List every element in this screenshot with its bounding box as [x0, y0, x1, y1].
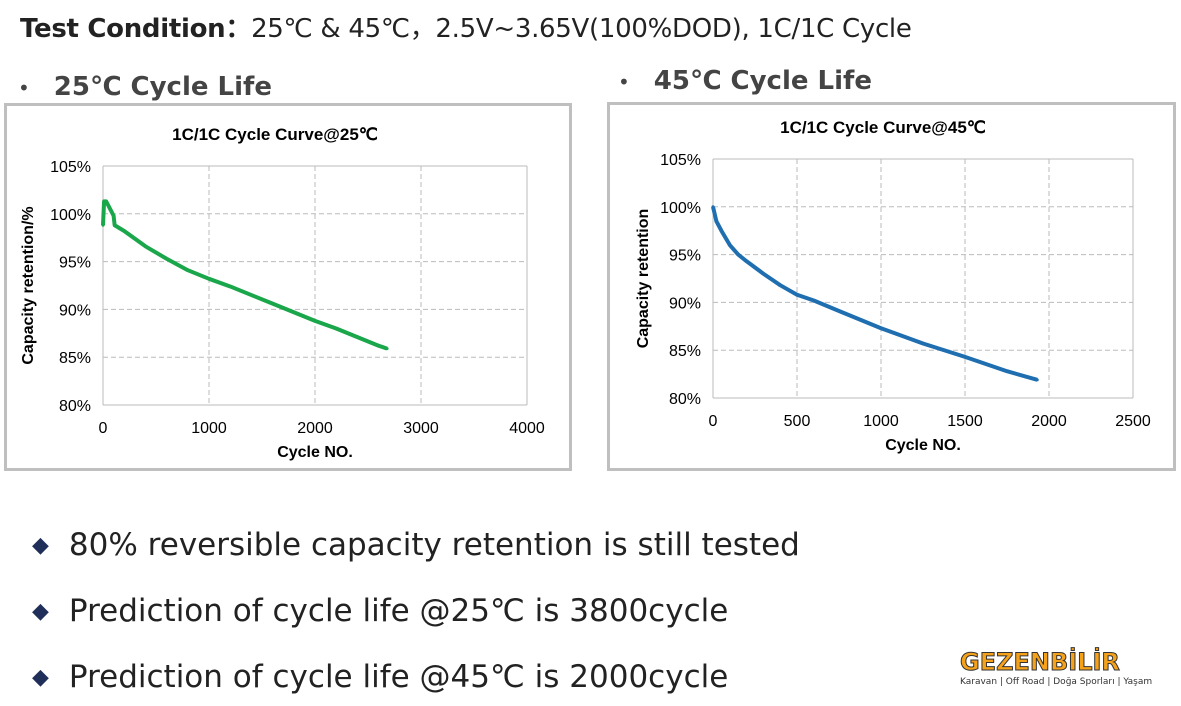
data-point — [102, 199, 106, 203]
bullet-item: ◆ Prediction of cycle life @45℃ is 2000cy… — [32, 659, 728, 695]
logo-name: GEZENBİLİR — [960, 648, 1121, 677]
data-point — [837, 309, 841, 313]
data-point — [377, 344, 381, 348]
bullet-icon: • — [618, 70, 630, 94]
test-condition-text: 25℃ & 45℃，2.5V~3.65V(100%DOD), 1C/1C Cyc… — [251, 14, 912, 44]
data-point — [104, 199, 108, 203]
data-point — [778, 283, 782, 287]
y-tick-label: 85% — [669, 343, 701, 360]
x-tick-label: 4000 — [509, 420, 545, 437]
y-tick-label: 105% — [660, 152, 701, 169]
diamond-icon: ◆ — [32, 665, 49, 690]
data-point — [711, 205, 715, 209]
x-tick-label: 2500 — [1115, 413, 1151, 430]
series-line — [711, 206, 1038, 382]
data-point — [719, 229, 723, 233]
data-point — [812, 298, 816, 302]
x-axis-label: Cycle NO. — [885, 437, 961, 454]
bullet-item: ◆ 80% reversible capacity retention is st… — [32, 527, 800, 563]
y-axis-label: Capacity retention — [635, 209, 652, 349]
data-point — [921, 342, 925, 346]
y-tick-label: 95% — [669, 248, 701, 265]
data-point — [249, 293, 253, 297]
data-point — [101, 223, 105, 227]
section-title: 25℃ Cycle Life — [53, 72, 272, 102]
data-point — [292, 310, 296, 314]
y-tick-label: 85% — [59, 350, 91, 367]
logo-tagline: Karavan | Off Road | Doğa Sporları | Yaş… — [960, 677, 1153, 687]
x-axis-label: Cycle NO. — [277, 444, 353, 461]
chart-title: 1C/1C Cycle Curve@25℃ — [172, 125, 378, 144]
x-tick-label: 1000 — [863, 413, 899, 430]
chart-25c: 1C/1C Cycle Curve@25℃ 80% 85% 90% 95% 100% 105… — [4, 103, 572, 471]
chart-45c: 1C/1C Cycle Curve@45℃ 80% 85% 90% 95% 100% 105… — [607, 102, 1176, 471]
y-tick-label: 100% — [50, 207, 91, 224]
data-point — [334, 327, 338, 331]
y-tick-label: 90% — [669, 295, 701, 312]
section-25c: • 25℃ Cycle Life — [18, 72, 272, 102]
test-condition: Test Condition：25℃ & 45℃，2.5V~3.65V(100%… — [20, 8, 912, 45]
x-tick-label: 2000 — [297, 420, 333, 437]
x-tick-label: 500 — [784, 413, 811, 430]
y-tick-label: 100% — [660, 200, 701, 217]
diamond-icon: ◆ — [32, 599, 49, 624]
data-point — [207, 277, 211, 281]
x-tick-label: 1000 — [191, 420, 227, 437]
y-tick-label: 95% — [59, 255, 91, 272]
data-point — [736, 253, 740, 257]
section-45c: • 45℃ Cycle Life — [618, 66, 872, 96]
x-tick-label: 2000 — [1031, 413, 1067, 430]
data-point — [122, 229, 126, 233]
data-point — [165, 257, 169, 261]
data-point — [879, 326, 883, 330]
bullet-text: 80% reversible capacity retention is sti… — [68, 527, 800, 563]
data-point — [761, 272, 765, 276]
series-line — [101, 199, 388, 351]
data-point — [745, 259, 749, 263]
y-axis-label: Capacity retention/% — [20, 206, 37, 364]
data-point — [1035, 378, 1039, 382]
data-point — [385, 347, 389, 351]
data-point — [1005, 369, 1009, 373]
section-title: 45℃ Cycle Life — [653, 66, 872, 96]
data-point — [355, 335, 359, 339]
bullet-item: ◆ Prediction of cycle life @25℃ is 3800cy… — [32, 593, 728, 629]
data-point — [728, 243, 732, 247]
data-point — [113, 223, 117, 227]
data-point — [186, 268, 190, 272]
bullet-icon: • — [18, 76, 30, 100]
data-point — [313, 319, 317, 323]
bullet-text: Prediction of cycle life @45℃ is 2000cyc… — [68, 659, 729, 695]
data-point — [143, 244, 147, 248]
x-tick-label: 1500 — [947, 413, 983, 430]
x-tick-label: 3000 — [403, 420, 439, 437]
data-point — [963, 355, 967, 359]
watermark-logo: GEZENBİLİR Karavan | Off Road | Doğa Spor… — [960, 648, 1153, 688]
y-tick-label: 80% — [59, 398, 91, 415]
x-tick-label: 0 — [709, 413, 718, 430]
chart-title: 1C/1C Cycle Curve@45℃ — [780, 118, 986, 137]
y-tick-label: 90% — [59, 302, 91, 319]
diamond-icon: ◆ — [32, 533, 49, 558]
data-point — [271, 302, 275, 306]
test-condition-label: Test Condition： — [20, 14, 252, 44]
data-point — [795, 293, 799, 297]
x-tick-label: 0 — [99, 420, 108, 437]
data-point — [228, 284, 232, 288]
y-tick-label: 80% — [669, 391, 701, 408]
bullet-text: Prediction of cycle life @25℃ is 3800cyc… — [68, 593, 729, 629]
y-tick-label: 105% — [50, 159, 91, 176]
data-point — [112, 214, 116, 218]
data-point — [714, 219, 718, 223]
